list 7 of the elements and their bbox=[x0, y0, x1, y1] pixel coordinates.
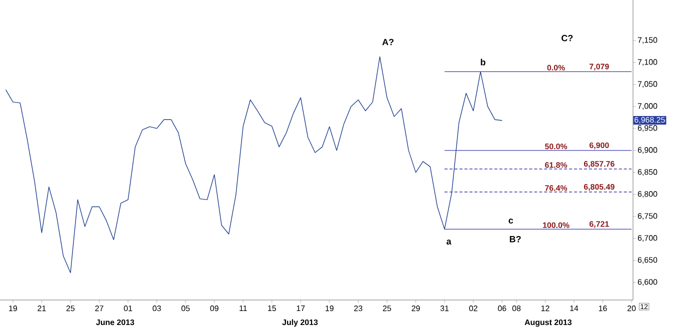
line-series bbox=[5, 56, 502, 274]
annotation: B? bbox=[510, 236, 521, 242]
annotation: b bbox=[480, 58, 486, 66]
annotation: A? bbox=[382, 38, 394, 46]
annotation: a bbox=[446, 240, 452, 245]
annotation: C? bbox=[562, 34, 573, 42]
annotation: c bbox=[508, 218, 514, 224]
